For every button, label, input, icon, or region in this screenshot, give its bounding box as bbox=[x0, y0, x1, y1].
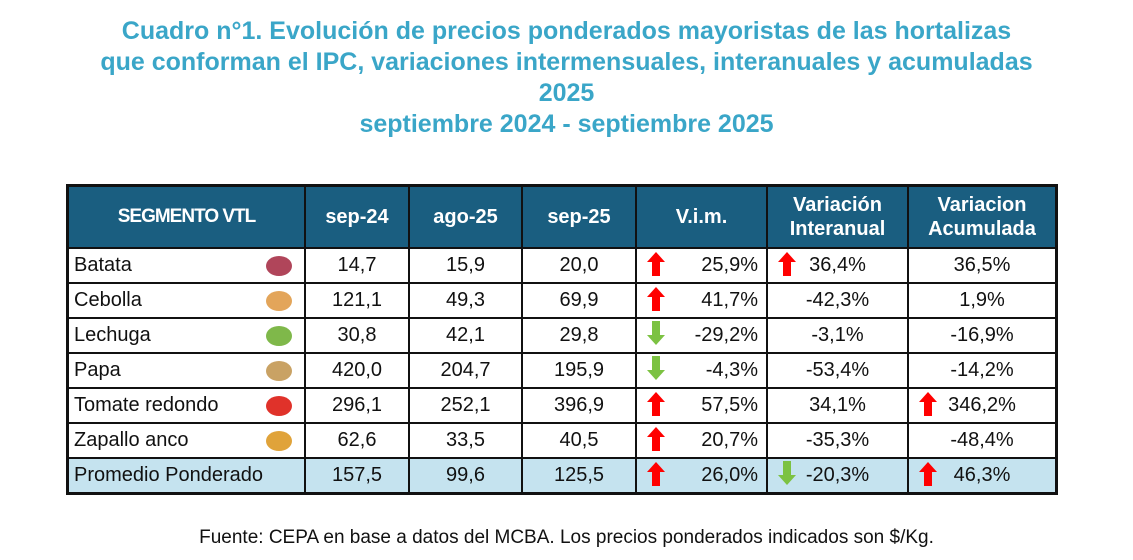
value-sep24: 121,1 bbox=[304, 282, 410, 319]
value-interanual: 36,4% bbox=[766, 247, 909, 284]
value-ago25: 99,6 bbox=[408, 457, 523, 495]
value-acumulada: 36,5% bbox=[907, 247, 1058, 284]
value-vim: 41,7% bbox=[635, 282, 768, 319]
arrow-down-icon bbox=[647, 356, 665, 380]
table-title: Cuadro n°1. Evolución de precios pondera… bbox=[100, 17, 1033, 138]
value-acumulada: -48,4% bbox=[907, 422, 1058, 459]
onion-icon bbox=[266, 291, 292, 311]
value-sep25: 29,8 bbox=[521, 317, 637, 354]
table-row: Lechuga 30,8 42,1 29,8 -29,2% -3,1% -16,… bbox=[66, 317, 1058, 354]
segment-name: Papa bbox=[66, 352, 306, 389]
value-interanual: -20,3% bbox=[766, 457, 909, 495]
value-interanual: 34,1% bbox=[766, 387, 909, 424]
value-acumulada: 1,9% bbox=[907, 282, 1058, 319]
arrow-up-icon bbox=[647, 287, 665, 311]
value-sep25: 40,5 bbox=[521, 422, 637, 459]
value-sep25: 69,9 bbox=[521, 282, 637, 319]
value-ago25: 252,1 bbox=[408, 387, 523, 424]
value-interanual: -35,3% bbox=[766, 422, 909, 459]
value-ago25: 15,9 bbox=[408, 247, 523, 284]
potato-icon bbox=[266, 361, 292, 381]
arrow-up-icon bbox=[647, 462, 665, 486]
value-vim: 57,5% bbox=[635, 387, 768, 424]
value-ago25: 204,7 bbox=[408, 352, 523, 389]
value-acumulada: -14,2% bbox=[907, 352, 1058, 389]
value-sep24: 296,1 bbox=[304, 387, 410, 424]
tomato-icon bbox=[266, 396, 292, 416]
segment-name: Batata bbox=[66, 247, 306, 284]
value-sep24: 157,5 bbox=[304, 457, 410, 495]
header-interanual: Variación Interanual bbox=[766, 184, 909, 249]
value-interanual: -53,4% bbox=[766, 352, 909, 389]
value-sep24: 62,6 bbox=[304, 422, 410, 459]
value-vim: 25,9% bbox=[635, 247, 768, 284]
segment-name: Lechuga bbox=[66, 317, 306, 354]
value-sep24: 420,0 bbox=[304, 352, 410, 389]
table-row: Tomate redondo 296,1 252,1 396,9 57,5% 3… bbox=[66, 387, 1058, 424]
value-interanual: -3,1% bbox=[766, 317, 909, 354]
table-row: Zapallo anco 62,6 33,5 40,5 20,7% -35,3%… bbox=[66, 422, 1058, 459]
table-row: Promedio Ponderado 157,5 99,6 125,5 26,0… bbox=[66, 457, 1058, 495]
source-note: Fuente: CEPA en base a datos del MCBA. L… bbox=[199, 527, 934, 548]
value-sep25: 20,0 bbox=[521, 247, 637, 284]
squash-icon bbox=[266, 431, 292, 451]
price-table: SEGMENTO VTL sep-24 ago-25 sep-25 V.i.m.… bbox=[66, 184, 1058, 495]
value-vim: -4,3% bbox=[635, 352, 768, 389]
value-acumulada: 46,3% bbox=[907, 457, 1058, 495]
header-acumulada: Variacion Acumulada bbox=[907, 184, 1058, 249]
segment-name: Tomate redondo bbox=[66, 387, 306, 424]
arrow-up-icon bbox=[919, 462, 937, 486]
value-sep24: 30,8 bbox=[304, 317, 410, 354]
value-sep25: 396,9 bbox=[521, 387, 637, 424]
value-ago25: 42,1 bbox=[408, 317, 523, 354]
value-ago25: 33,5 bbox=[408, 422, 523, 459]
value-vim: 26,0% bbox=[635, 457, 768, 495]
value-vim: 20,7% bbox=[635, 422, 768, 459]
value-acumulada: -16,9% bbox=[907, 317, 1058, 354]
value-ago25: 49,3 bbox=[408, 282, 523, 319]
arrow-up-icon bbox=[647, 252, 665, 276]
segment-name: Cebolla bbox=[66, 282, 306, 319]
value-sep24: 14,7 bbox=[304, 247, 410, 284]
header-sep24: sep-24 bbox=[304, 184, 410, 249]
value-sep25: 125,5 bbox=[521, 457, 637, 495]
arrow-up-icon bbox=[647, 392, 665, 416]
arrow-down-icon bbox=[778, 461, 796, 485]
value-interanual: -42,3% bbox=[766, 282, 909, 319]
arrow-up-icon bbox=[778, 252, 796, 276]
arrow-up-icon bbox=[647, 427, 665, 451]
value-sep25: 195,9 bbox=[521, 352, 637, 389]
lettuce-icon bbox=[266, 326, 292, 346]
header-ago25: ago-25 bbox=[408, 184, 523, 249]
arrow-up-icon bbox=[919, 392, 937, 416]
value-vim: -29,2% bbox=[635, 317, 768, 354]
table-row: Batata 14,7 15,9 20,0 25,9% 36,4% 36,5% bbox=[66, 247, 1058, 284]
header-segment: SEGMENTO VTL bbox=[66, 184, 306, 249]
table-row: Papa 420,0 204,7 195,9 -4,3% -53,4% -14,… bbox=[66, 352, 1058, 389]
sweet-potato-icon bbox=[266, 256, 292, 276]
header-sep25: sep-25 bbox=[521, 184, 637, 249]
arrow-down-icon bbox=[647, 321, 665, 345]
segment-name: Promedio Ponderado bbox=[66, 457, 306, 495]
value-acumulada: 346,2% bbox=[907, 387, 1058, 424]
header-vim: V.i.m. bbox=[635, 184, 768, 249]
segment-name: Zapallo anco bbox=[66, 422, 306, 459]
table-row: Cebolla 121,1 49,3 69,9 41,7% -42,3% 1,9… bbox=[66, 282, 1058, 319]
